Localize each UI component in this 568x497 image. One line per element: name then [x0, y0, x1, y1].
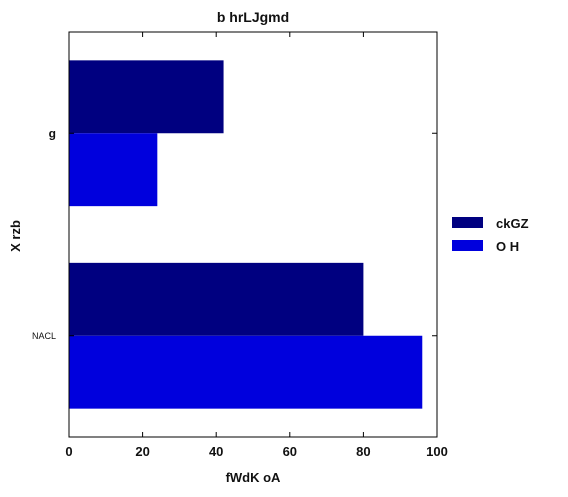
x-tick-label: 100: [426, 444, 448, 459]
legend-label: O H: [496, 239, 519, 254]
legend: ckGZ O H: [452, 216, 529, 254]
chart-title: b hrLJgmd: [217, 9, 289, 25]
legend-swatch: [452, 217, 483, 228]
bar-O-H-g: [69, 133, 157, 206]
x-tick-label: 40: [209, 444, 223, 459]
legend-swatch: [452, 240, 483, 251]
x-tick-label: 0: [65, 444, 72, 459]
bar-ckGZ-g: [69, 60, 224, 133]
x-tick-label: 80: [356, 444, 370, 459]
bars-group: [69, 60, 422, 408]
y-axis-label: X rzb: [8, 220, 23, 252]
bar-ckGZ-NACL: [69, 263, 363, 336]
legend-label: ckGZ: [496, 216, 529, 231]
x-tick-label: 60: [283, 444, 297, 459]
bar-O-H-NACL: [69, 336, 422, 409]
y-tick-label: NACL: [32, 331, 56, 341]
y-tick-label: g: [49, 126, 56, 140]
x-tick-label: 20: [135, 444, 149, 459]
x-axis-label: fWdK oA: [226, 470, 281, 485]
